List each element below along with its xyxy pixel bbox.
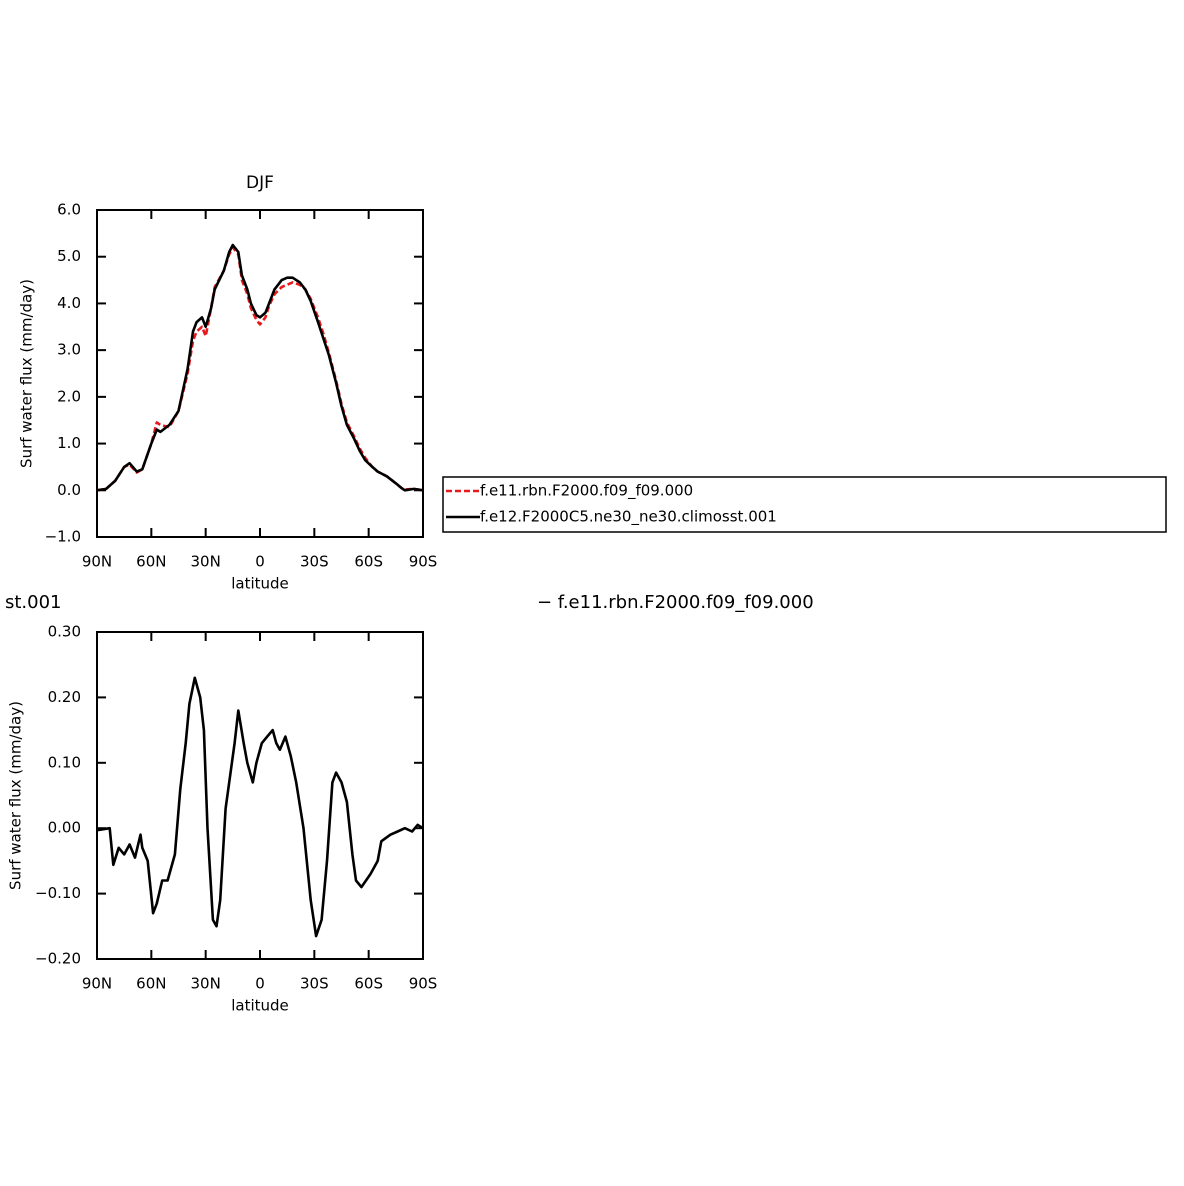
- y-tick-label: 5.0: [57, 247, 81, 265]
- y-tick-label: −0.10: [35, 884, 81, 902]
- x-tick-label: 0: [255, 975, 265, 993]
- y-tick-label: 3.0: [57, 341, 81, 359]
- legend-label: f.e11.rbn.F2000.f09_f09.000: [480, 482, 693, 501]
- x-tick-label: 60S: [354, 975, 383, 993]
- y-tick-label: 2.0: [57, 387, 81, 405]
- x-tick-label: 90N: [82, 975, 112, 993]
- legend-label: f.e12.F2000C5.ne30_ne30.climosst.001: [480, 508, 777, 527]
- data-line: [96, 243, 424, 492]
- x-tick-label: 30N: [191, 975, 221, 993]
- y-tick-label: 1.0: [57, 434, 81, 452]
- x-tick-label: 60N: [136, 975, 166, 993]
- x-tick-label: 0: [255, 553, 265, 571]
- x-tick-label: 60N: [136, 553, 166, 571]
- x-axis-label: latitude: [231, 575, 289, 593]
- x-tick-label: 30S: [300, 975, 329, 993]
- y-tick-label: 4.0: [57, 294, 81, 312]
- legend-box: [442, 476, 1167, 533]
- x-tick-label: 90S: [409, 975, 438, 993]
- x-tick-label: 90N: [82, 553, 112, 571]
- x-tick-label: 90S: [409, 553, 438, 571]
- y-tick-label: 0.0: [57, 481, 81, 499]
- y-tick-label: 0.00: [48, 819, 81, 837]
- chart-title-right: − f.e11.rbn.F2000.f09_f09.000: [537, 592, 814, 613]
- chart-title-left: st.001: [5, 592, 62, 613]
- y-tick-label: −0.20: [35, 950, 81, 968]
- y-tick-label: −1.0: [45, 528, 81, 546]
- y-tick-label: 0.10: [48, 753, 81, 771]
- x-tick-label: 60S: [354, 553, 383, 571]
- x-tick-label: 30N: [191, 553, 221, 571]
- y-tick-label: 6.0: [57, 201, 81, 219]
- y-axis-label: Surf water flux (mm/day): [18, 279, 36, 468]
- y-tick-label: 0.30: [48, 623, 81, 641]
- data-line: [96, 676, 424, 938]
- chart-title: DJF: [246, 173, 274, 193]
- x-tick-label: 30S: [300, 553, 329, 571]
- x-axis-label: latitude: [231, 997, 289, 1015]
- y-axis-label: Surf water flux (mm/day): [7, 701, 25, 890]
- y-tick-label: 0.20: [48, 688, 81, 706]
